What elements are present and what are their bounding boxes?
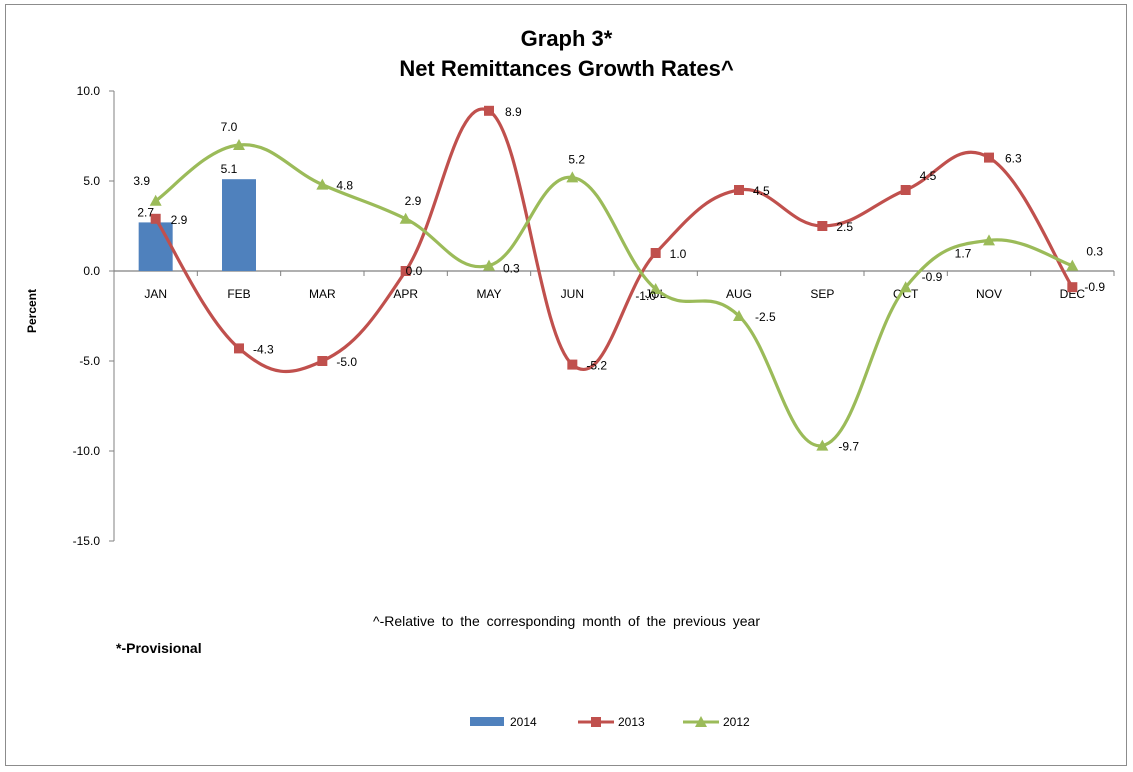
- data-label-2014: 5.1: [221, 162, 238, 176]
- y-tick-label: 10.0: [77, 84, 101, 98]
- point-2013: [567, 359, 578, 370]
- point-2012: [983, 234, 995, 246]
- x-tick-label: JUN: [561, 287, 584, 301]
- series-line-2013: [154, 107, 1074, 374]
- legend: 2014 2013 2012: [0, 713, 1133, 735]
- point-2013: [484, 105, 494, 116]
- legend-swatch: [683, 716, 719, 727]
- data-label-2012: -2.5: [755, 310, 776, 324]
- data-label-2013: 8.9: [505, 105, 522, 119]
- data-label-2012: 1.7: [955, 246, 972, 260]
- point-2013: [400, 266, 411, 276]
- x-tick-label: MAR: [309, 287, 336, 301]
- x-tick-label: SEP: [810, 287, 834, 301]
- data-label-2013: -4.3: [253, 342, 274, 356]
- y-tick-label: 5.0: [83, 174, 100, 188]
- legend-item-2013: 2013: [578, 713, 645, 731]
- data-label-2012: 0.3: [1086, 245, 1103, 259]
- series-line-2012: [154, 143, 1074, 448]
- legend-swatch: [470, 717, 504, 726]
- chart-frame: [5, 4, 1127, 766]
- data-label-2013: 0.0: [406, 264, 423, 278]
- point-2012: [816, 439, 829, 451]
- data-label-2012: -1.0: [635, 289, 656, 303]
- legend-swatch-bar: [470, 717, 504, 726]
- point-2013: [1067, 282, 1078, 293]
- data-label-2013: 1.0: [670, 247, 687, 261]
- point-2012: [1066, 259, 1079, 271]
- point-2012: [899, 281, 912, 293]
- point-2013: [317, 356, 328, 366]
- legend-label: 2013: [618, 715, 645, 729]
- x-tick-label: AUG: [726, 287, 752, 301]
- y-tick-label: 0.0: [83, 264, 100, 278]
- data-label-2013: 4.5: [753, 184, 770, 198]
- point-2013: [984, 152, 994, 163]
- footnote: ^-Relative to the corresponding month of…: [373, 613, 760, 629]
- point-2013: [150, 213, 161, 224]
- x-tick-label: NOV: [976, 287, 1002, 301]
- legend-label: 2012: [723, 715, 750, 729]
- legend-swatch-marker: [591, 717, 601, 727]
- data-label-2012: 4.8: [336, 179, 353, 193]
- point-2012: [316, 178, 329, 190]
- data-label-2014: 2.7: [137, 205, 154, 219]
- x-tick-label: APR: [393, 287, 418, 301]
- data-label-2012: 2.9: [405, 194, 422, 208]
- point-2012: [733, 310, 745, 321]
- bar-2014: [138, 222, 173, 271]
- legend-swatch: [578, 717, 614, 727]
- legend-swatch-marker: [695, 716, 707, 727]
- data-label-2012: 3.9: [133, 174, 150, 188]
- y-tick-label: -15.0: [73, 534, 101, 548]
- point-2012: [399, 212, 412, 224]
- bar-2014: [222, 179, 256, 271]
- data-label-2013: -0.9: [1084, 280, 1105, 294]
- x-tick-label: JAN: [144, 287, 167, 301]
- data-label-2012: -9.7: [838, 440, 859, 454]
- y-axis-title: Percent: [25, 289, 39, 333]
- data-label-2012: 7.0: [221, 120, 238, 134]
- x-tick-label: DEC: [1060, 287, 1086, 301]
- data-label-2013: -5.2: [586, 359, 607, 373]
- legend-item-2014: 2014: [470, 713, 537, 731]
- point-2012: [233, 139, 245, 150]
- title-line-2: Net Remittances Growth Rates^: [399, 56, 734, 81]
- point-2012: [149, 194, 162, 206]
- point-2013: [650, 248, 661, 258]
- data-label-2013: 6.3: [1005, 152, 1022, 166]
- y-tick-label: -10.0: [73, 444, 101, 458]
- data-label-2012: -0.9: [922, 270, 943, 284]
- data-label-2012: 5.2: [568, 152, 585, 166]
- data-label-2013: 2.9: [171, 213, 188, 227]
- point-2012: [649, 283, 662, 294]
- y-tick-label: -5.0: [79, 354, 100, 368]
- point-2012: [483, 259, 495, 271]
- legend-label: 2014: [510, 715, 537, 729]
- data-label-2013: 4.5: [920, 169, 937, 183]
- point-2013: [734, 185, 744, 195]
- data-label-2013: -5.0: [336, 355, 357, 369]
- point-2012: [566, 171, 579, 183]
- point-2013: [900, 185, 911, 195]
- x-tick-label: FEB: [227, 287, 250, 301]
- data-label-2012: 0.3: [503, 262, 520, 276]
- legend-item-2012: 2012: [683, 713, 750, 731]
- data-label-2013: 2.5: [836, 220, 853, 234]
- provisional-note: *-Provisional: [116, 640, 202, 656]
- point-2013: [817, 221, 828, 231]
- chart-title: Graph 3* Net Remittances Growth Rates^: [0, 24, 1133, 84]
- x-tick-label: MAY: [476, 287, 501, 301]
- title-line-1: Graph 3*: [520, 26, 613, 51]
- point-2013: [234, 343, 244, 354]
